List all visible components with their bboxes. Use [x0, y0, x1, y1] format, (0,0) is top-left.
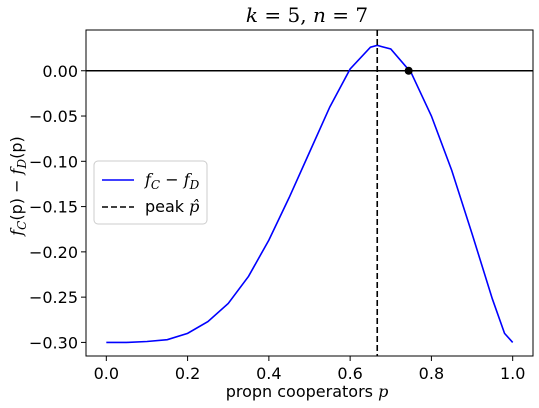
x-tick-label: 1.0 [500, 364, 525, 383]
x-tick-label: 0.6 [337, 364, 362, 383]
legend-label-peak: peak p̂ [145, 197, 199, 216]
legend-label-series: fC − fD [144, 170, 200, 192]
y-tick-label: −0.30 [29, 333, 78, 352]
x-tick-label: 0.8 [419, 364, 444, 383]
legend-box [93, 160, 208, 225]
legend: fC − fD peak p̂ [93, 160, 208, 225]
y-tick-label: −0.25 [29, 288, 78, 307]
x-tick-label: 0.2 [175, 364, 200, 383]
root-point [404, 66, 413, 75]
series-line-fc-minus-fd [106, 44, 514, 344]
axis-ticks: 0.0 0.2 0.4 0.6 0.8 1.0 0.00 −0.05 −0.10 −0.15 −0.… [29, 62, 525, 383]
x-tick-label: 0.0 [94, 364, 119, 383]
x-tick-label: 0.4 [256, 364, 281, 383]
y-tick-label: −0.15 [29, 198, 78, 217]
y-tick-label: 0.00 [42, 62, 78, 81]
y-axis-label: fC(p) − fD(p) [7, 136, 29, 237]
chart-title: k = 5, n = 7 [246, 3, 368, 27]
y-tick-label: −0.05 [29, 107, 78, 126]
y-tick-label: −0.10 [29, 152, 78, 171]
y-tick-label: −0.20 [29, 243, 78, 262]
plot-frame [85, 29, 534, 357]
x-axis-label: propn cooperators p [226, 382, 389, 401]
